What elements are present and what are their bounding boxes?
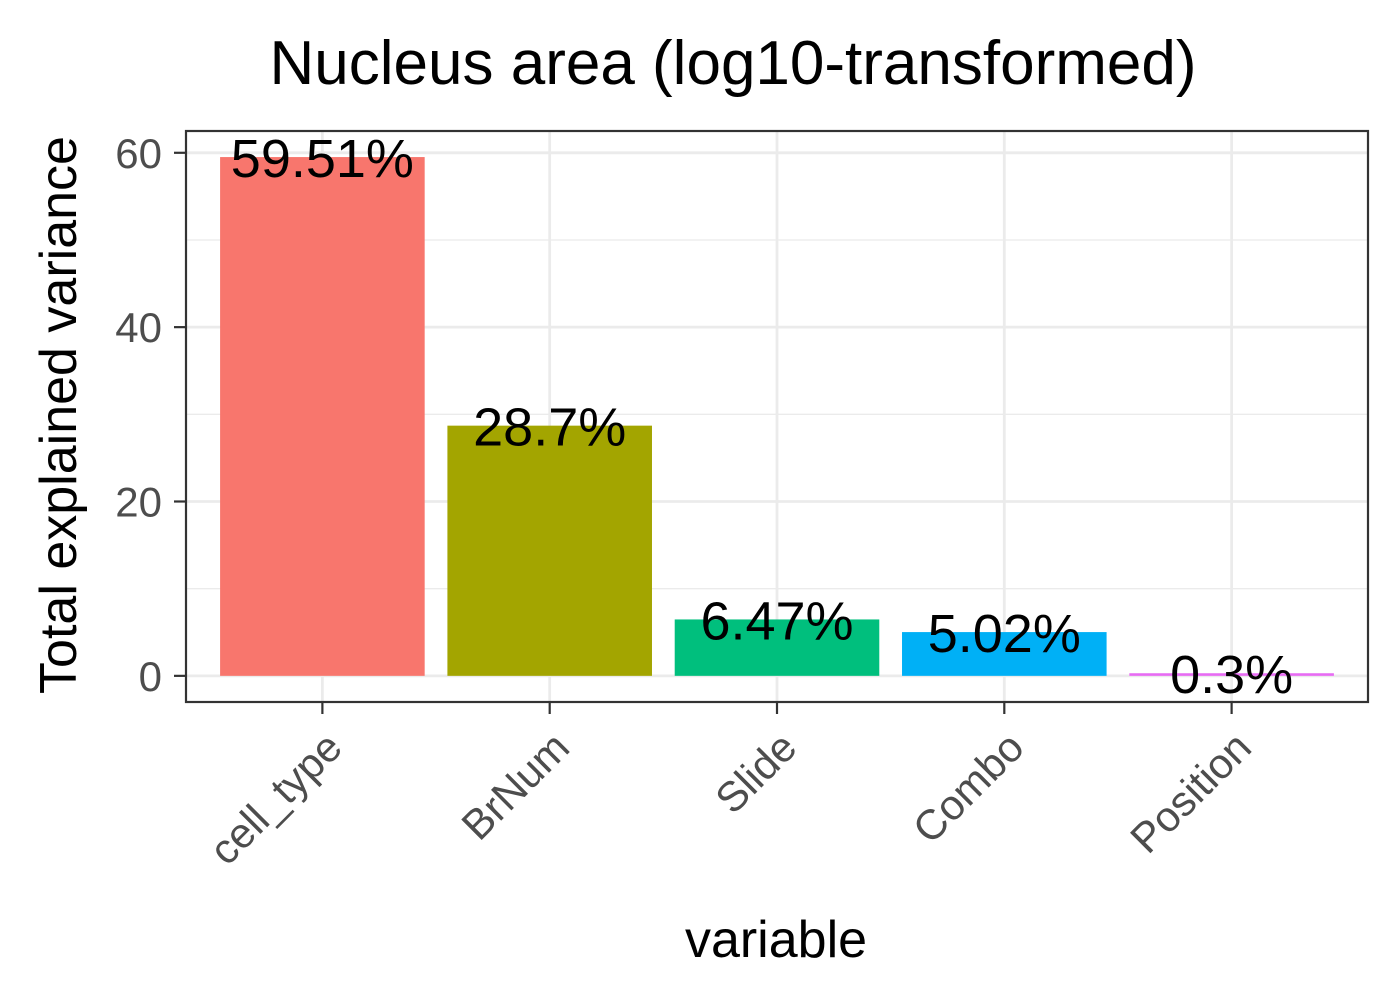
bar-value-label: 6.47%	[700, 591, 853, 651]
x-tick-label: Position	[1121, 723, 1260, 862]
chart-title: Nucleus area (log10-transformed)	[270, 29, 1197, 98]
y-tick-label: 40	[115, 304, 162, 351]
bar-value-label: 59.51%	[231, 129, 414, 189]
x-axis: cell_type BrNum Slide Combo Position	[200, 702, 1260, 874]
x-tick-label: cell_type	[200, 723, 350, 873]
y-tick-label: 60	[115, 130, 162, 177]
bar-value-label: 28.7%	[473, 398, 626, 458]
bar-value-label: 0.3%	[1170, 645, 1293, 705]
bar-BrNum	[447, 425, 652, 676]
x-tick-label: BrNum	[452, 723, 578, 849]
bars	[220, 157, 1334, 676]
bar-value-label: 5.02%	[928, 604, 1081, 664]
bar-labels: 59.51% 28.7% 6.47% 5.02% 0.3%	[231, 129, 1293, 705]
y-axis: 0 20 40 60	[115, 130, 186, 700]
y-tick-label: 20	[115, 478, 162, 525]
bar-Slide	[674, 619, 880, 676]
x-tick-label: Slide	[706, 723, 805, 822]
x-tick-label: Combo	[904, 723, 1033, 852]
y-tick-label: 0	[139, 653, 162, 700]
y-axis-label: Total explained variance	[30, 136, 88, 694]
bar-cell_type	[220, 157, 425, 676]
bar-Position	[1129, 673, 1334, 676]
x-axis-label: variable	[685, 911, 867, 969]
bar-Combo	[902, 632, 1107, 676]
